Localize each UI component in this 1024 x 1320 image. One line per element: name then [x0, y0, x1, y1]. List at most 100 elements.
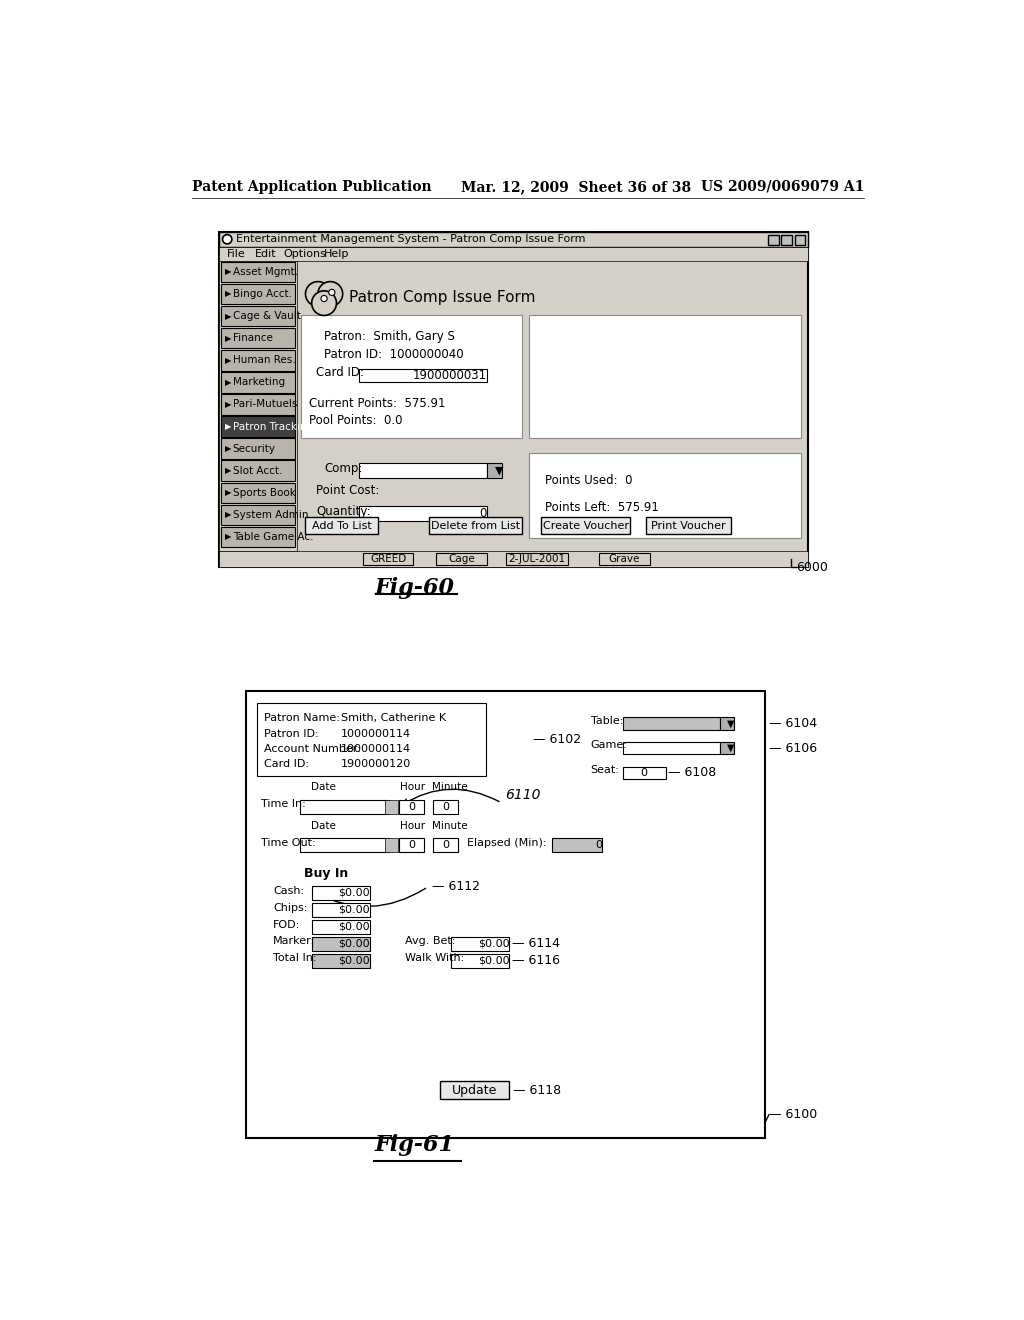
FancyBboxPatch shape [311, 920, 370, 933]
FancyBboxPatch shape [720, 718, 734, 730]
FancyBboxPatch shape [452, 954, 509, 968]
FancyBboxPatch shape [486, 462, 503, 478]
Text: Marketing: Marketing [232, 378, 285, 387]
Text: ▶: ▶ [225, 312, 231, 321]
FancyBboxPatch shape [439, 1081, 509, 1100]
FancyBboxPatch shape [599, 553, 649, 565]
FancyBboxPatch shape [552, 838, 602, 853]
Text: 6000: 6000 [796, 561, 828, 574]
Text: System Admin: System Admin [232, 510, 308, 520]
FancyBboxPatch shape [219, 261, 297, 552]
FancyBboxPatch shape [436, 553, 486, 565]
FancyBboxPatch shape [311, 937, 370, 950]
FancyBboxPatch shape [541, 517, 630, 535]
Text: ▶: ▶ [225, 488, 231, 498]
Text: Current Points:  575.91: Current Points: 575.91 [308, 397, 445, 409]
Text: Minute: Minute [432, 783, 467, 792]
Text: Game:: Game: [591, 741, 628, 750]
Text: Cage & Vault: Cage & Vault [232, 312, 300, 321]
FancyBboxPatch shape [219, 231, 809, 566]
FancyBboxPatch shape [300, 800, 389, 813]
Text: Comp:: Comp: [324, 462, 362, 475]
FancyBboxPatch shape [646, 517, 731, 535]
Text: Fig-61: Fig-61 [375, 1134, 455, 1155]
Text: Walk With:: Walk With: [404, 953, 464, 964]
Text: Patron ID:  1000000040: Patron ID: 1000000040 [324, 348, 464, 362]
FancyBboxPatch shape [433, 838, 458, 853]
FancyBboxPatch shape [219, 231, 809, 247]
Text: $0.00: $0.00 [338, 888, 370, 898]
Text: Quantity:: Quantity: [316, 506, 371, 519]
Text: ▼: ▼ [495, 465, 503, 475]
Text: — 6104: — 6104 [769, 717, 817, 730]
FancyBboxPatch shape [221, 461, 295, 480]
Text: Hour: Hour [399, 783, 425, 792]
Text: ▶: ▶ [225, 532, 231, 541]
FancyBboxPatch shape [246, 692, 765, 1138]
Text: Date: Date [311, 821, 336, 832]
Text: $0.00: $0.00 [477, 956, 509, 966]
FancyBboxPatch shape [221, 438, 295, 459]
Text: $0.00: $0.00 [338, 921, 370, 932]
Text: $0.00: $0.00 [477, 939, 509, 949]
Text: ▼: ▼ [727, 718, 734, 729]
Text: — 6116: — 6116 [512, 954, 560, 968]
Text: Human Res.: Human Res. [232, 355, 295, 366]
Text: ▶: ▶ [225, 444, 231, 453]
Text: Pari-Mutuels: Pari-Mutuels [232, 400, 297, 409]
FancyBboxPatch shape [311, 954, 370, 968]
FancyBboxPatch shape [311, 886, 370, 900]
Text: — 6108: — 6108 [669, 767, 717, 779]
Text: — 6112: — 6112 [432, 880, 480, 894]
Text: Options: Options [283, 249, 326, 259]
Text: Points Left:  575.91: Points Left: 575.91 [545, 500, 658, 513]
Text: Table Game Ac.: Table Game Ac. [232, 532, 313, 543]
Text: FOD:: FOD: [273, 920, 300, 929]
Text: ▶: ▶ [225, 378, 231, 387]
FancyBboxPatch shape [257, 702, 486, 776]
FancyBboxPatch shape [301, 314, 521, 438]
Text: Account Number:: Account Number: [263, 744, 360, 754]
FancyBboxPatch shape [362, 553, 414, 565]
Text: ▶: ▶ [225, 355, 231, 364]
Text: Total In:: Total In: [273, 953, 316, 964]
Text: $0.00: $0.00 [338, 956, 370, 966]
FancyBboxPatch shape [305, 517, 378, 535]
Text: ▶: ▶ [225, 422, 231, 432]
Text: Minute: Minute [432, 821, 467, 832]
Text: Edit: Edit [255, 249, 276, 259]
FancyBboxPatch shape [429, 517, 521, 535]
FancyBboxPatch shape [300, 838, 389, 853]
FancyBboxPatch shape [359, 368, 486, 383]
Text: — 6106: — 6106 [769, 742, 817, 755]
FancyBboxPatch shape [221, 372, 295, 392]
FancyBboxPatch shape [385, 800, 397, 813]
Text: Marker:: Marker: [273, 936, 315, 946]
FancyBboxPatch shape [221, 483, 295, 503]
Text: Security: Security [232, 444, 275, 454]
Text: — 6118: — 6118 [513, 1084, 561, 1097]
Text: 0: 0 [442, 801, 450, 812]
Text: Smith, Catherine K: Smith, Catherine K [341, 713, 446, 723]
Text: 6110: 6110 [506, 788, 541, 803]
Text: ▶: ▶ [225, 289, 231, 298]
Text: Slot Acct.: Slot Acct. [232, 466, 282, 475]
Text: ▼: ▼ [727, 743, 734, 754]
Text: Time Out:: Time Out: [261, 838, 316, 847]
FancyBboxPatch shape [311, 903, 370, 917]
Text: Point Cost:: Point Cost: [316, 483, 380, 496]
Text: Finance: Finance [232, 333, 272, 343]
Text: 0: 0 [641, 768, 647, 777]
Circle shape [321, 296, 328, 302]
Text: 0: 0 [479, 507, 486, 520]
FancyBboxPatch shape [221, 416, 295, 437]
Text: 1000000114: 1000000114 [341, 744, 412, 754]
Text: Grave: Grave [608, 554, 640, 564]
Text: Patron Name:: Patron Name: [263, 713, 340, 723]
Text: 1900000120: 1900000120 [341, 759, 412, 770]
Text: Asset Mgmt.: Asset Mgmt. [232, 267, 298, 277]
Text: Table:: Table: [591, 715, 623, 726]
Text: ▶: ▶ [225, 466, 231, 475]
Text: Patron Comp Issue Form: Patron Comp Issue Form [349, 289, 536, 305]
FancyBboxPatch shape [624, 742, 720, 755]
